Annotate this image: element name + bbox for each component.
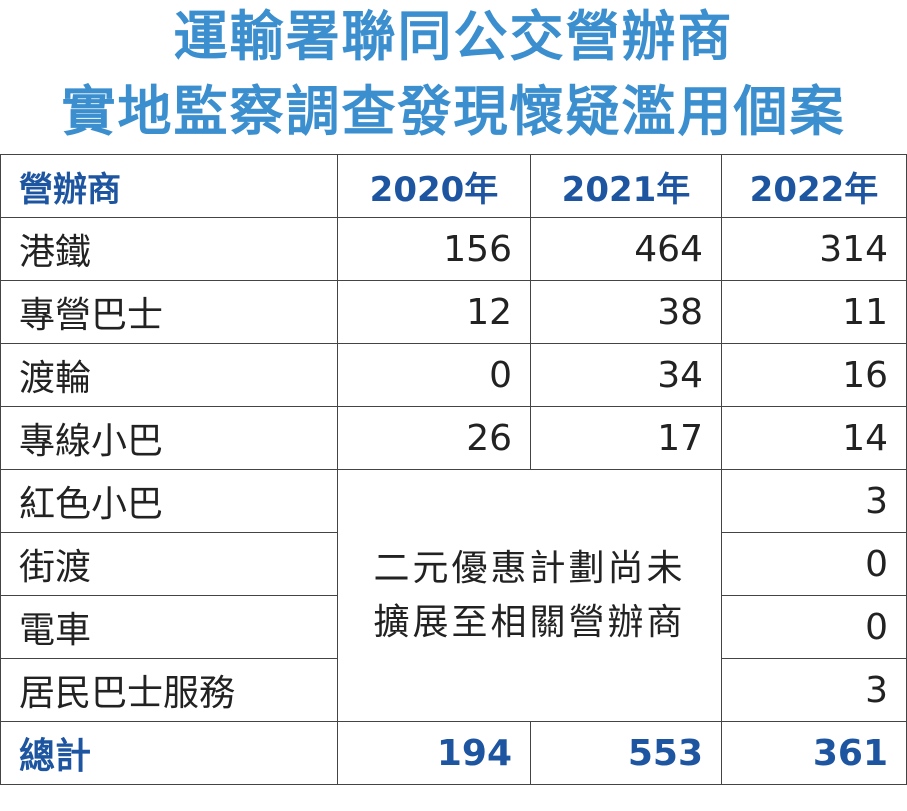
header-operator: 營辦商 (0, 154, 338, 218)
table-row: 居民巴士服務 3 (0, 658, 907, 722)
note-line-2: 擴展至相關營辦商 (373, 601, 686, 643)
merged-note-cell: 二元優惠計劃尚未 擴展至相關營辦商 (337, 469, 722, 722)
chart-title-line-2: 實地監察調查發現懷疑濫用個案 (61, 79, 846, 143)
table-row: 專線小巴 26 17 14 (0, 406, 907, 470)
header-2021: 2021年 (530, 154, 722, 218)
row-label: 紅色小巴 (0, 469, 338, 533)
cell-value: 0 (337, 343, 531, 407)
row-label: 專營巴士 (0, 280, 338, 344)
cell-value: 0 (721, 595, 907, 659)
cell-value: 464 (530, 217, 722, 281)
table-row: 港鐵 156 464 314 (0, 217, 907, 281)
row-label: 街渡 (0, 532, 338, 596)
cell-value: 3 (721, 658, 907, 722)
table-row: 專營巴士 12 38 11 (0, 280, 907, 344)
cell-value: 0 (721, 532, 907, 596)
total-value: 194 (337, 721, 531, 785)
row-label: 電車 (0, 595, 338, 659)
header-row: 營辦商 2020年 2021年 2022年 (0, 154, 907, 218)
cell-value: 16 (721, 343, 907, 407)
cell-value: 3 (721, 469, 907, 533)
cell-value: 14 (721, 406, 907, 470)
row-label: 渡輪 (0, 343, 338, 407)
total-value: 553 (530, 721, 722, 785)
table-row: 街渡 0 (0, 532, 907, 596)
header-2022: 2022年 (721, 154, 907, 218)
cell-value: 314 (721, 217, 907, 281)
total-value: 361 (721, 721, 907, 785)
row-label: 專線小巴 (0, 406, 338, 470)
total-label: 總計 (0, 721, 338, 785)
cell-value: 17 (530, 406, 722, 470)
cell-value: 11 (721, 280, 907, 344)
cell-value: 12 (337, 280, 531, 344)
cell-value: 156 (337, 217, 531, 281)
table-row: 渡輪 0 34 16 (0, 343, 907, 407)
cell-value: 38 (530, 280, 722, 344)
table-row: 紅色小巴 二元優惠計劃尚未 擴展至相關營辦商 3 (0, 469, 907, 722)
table-row: 電車 0 (0, 595, 907, 659)
cell-value: 34 (530, 343, 722, 407)
row-label: 港鐵 (0, 217, 338, 281)
cell-value: 26 (337, 406, 531, 470)
chart-title-line-1: 運輸署聯同公交營辦商 (173, 4, 734, 68)
total-row: 總計 194 553 361 (0, 721, 907, 785)
row-label: 居民巴士服務 (0, 658, 338, 722)
header-2020: 2020年 (337, 154, 531, 218)
note-line-1: 二元優惠計劃尚未 (373, 547, 686, 589)
data-table: 營辦商 2020年 2021年 2022年 港鐵 156 464 314 專營巴… (0, 154, 907, 785)
